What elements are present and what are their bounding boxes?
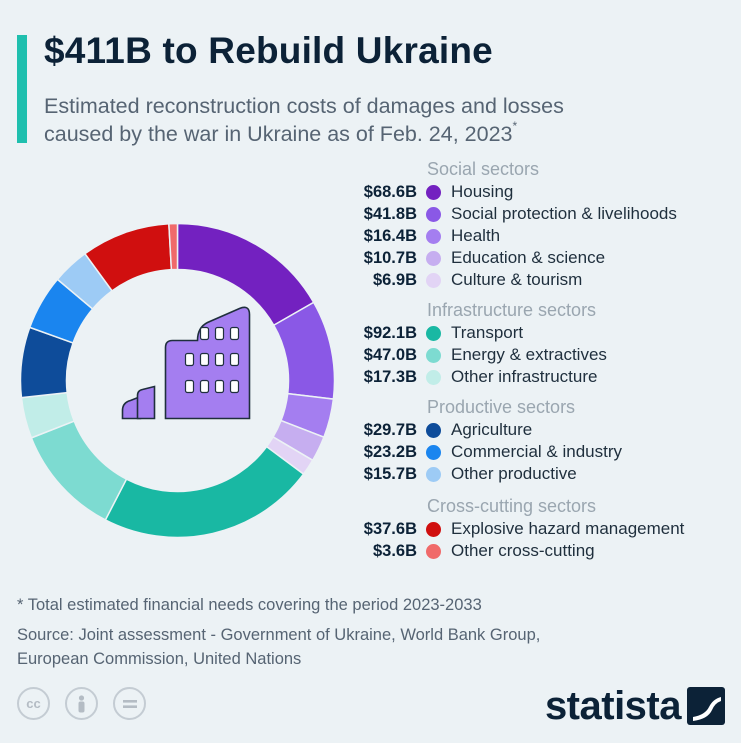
- legend-item: $47.0B Energy & extractives: [340, 344, 740, 366]
- page-title: $411B to Rebuild Ukraine: [44, 30, 493, 71]
- donut-svg: [19, 222, 336, 539]
- legend-label: Other infrastructure: [451, 367, 598, 386]
- source-line-1: Source: Joint assessment - Government of…: [17, 626, 541, 644]
- legend-value: $29.7B: [363, 420, 417, 439]
- statista-wordmark: statista: [544, 684, 682, 728]
- subtitle-line-2: caused by the war in Ukraine as of Feb. …: [44, 120, 724, 148]
- donut-slice: [104, 445, 305, 539]
- legend-swatch: [426, 444, 441, 460]
- legend-label: Social protection & livelihoods: [451, 204, 677, 223]
- legend-label: Other productive: [451, 464, 577, 483]
- legend-gap: [340, 291, 740, 299]
- legend: Social sectors $68.6B Housing $41.8B Social …: [340, 158, 740, 562]
- legend-item: $37.6B Explosive hazard management: [340, 518, 740, 540]
- legend-item: $29.7B Agriculture: [340, 419, 740, 441]
- cc-icon[interactable]: cc: [17, 687, 50, 720]
- attribution-icon[interactable]: [65, 687, 98, 720]
- source: Source: Joint assessment - Government of…: [17, 623, 717, 671]
- legend-label: Commercial & industry: [451, 442, 622, 461]
- legend-swatch: [426, 272, 441, 288]
- subtitle-line-1: Estimated reconstruction costs of damage…: [44, 94, 564, 118]
- legend-swatch: [426, 184, 441, 200]
- legend-item: $68.6B Housing: [340, 181, 740, 203]
- legend-swatch: [426, 422, 441, 438]
- legend-swatch: [426, 543, 441, 559]
- subtitle-footnote-mark: *: [512, 119, 518, 133]
- legend-swatch: [426, 466, 441, 482]
- footnote: * Total estimated financial needs coveri…: [17, 596, 482, 614]
- legend-group-title: Productive sectors: [427, 397, 576, 417]
- legend-item: $3.6B Other cross-cutting: [340, 540, 740, 562]
- legend-swatch: [426, 369, 441, 385]
- legend-item: $41.8B Social protection & livelihoods: [340, 203, 740, 225]
- legend-item: $17.3B Other infrastructure: [340, 366, 740, 388]
- legend-label: Agriculture: [451, 420, 533, 439]
- legend-value: $41.8B: [363, 204, 417, 223]
- legend-value: $68.6B: [363, 182, 417, 201]
- statista-logo[interactable]: statista: [545, 686, 725, 726]
- donut-slices: [19, 222, 336, 539]
- legend-group-title: Infrastructure sectors: [427, 300, 597, 320]
- license-icons: cc: [17, 687, 146, 720]
- legend-swatch: [426, 228, 441, 244]
- title-accent-bar: [17, 35, 27, 143]
- legend-value: $16.4B: [363, 226, 417, 245]
- building-icon: [121, 306, 251, 420]
- legend-label: Culture & tourism: [451, 270, 583, 289]
- legend-value: $15.7B: [363, 464, 417, 483]
- legend-swatch: [426, 325, 441, 341]
- legend-item: $15.7B Other productive: [340, 463, 740, 485]
- legend-value: $17.3B: [363, 367, 417, 386]
- legend-swatch: [426, 250, 441, 266]
- legend-item: $23.2B Commercial & industry: [340, 441, 740, 463]
- legend-swatch: [426, 521, 441, 537]
- legend-value: $23.2B: [363, 442, 417, 461]
- legend-item: $16.4B Health: [340, 225, 740, 247]
- legend-swatch: [426, 347, 441, 363]
- subtitle-line-2-text: caused by the war in Ukraine as of Feb. …: [44, 122, 513, 146]
- legend-item: $92.1B Transport: [340, 322, 740, 344]
- legend-value: $37.6B: [363, 519, 417, 538]
- legend-item: $10.7B Education & science: [340, 247, 740, 269]
- legend-gap: [340, 485, 740, 495]
- legend-value: $3.6B: [372, 541, 417, 560]
- legend-label: Education & science: [451, 248, 606, 267]
- no-derivatives-icon[interactable]: [113, 687, 146, 720]
- legend-value: $6.9B: [372, 270, 417, 289]
- donut-chart: [15, 218, 340, 543]
- source-line-2: European Commission, United Nations: [17, 650, 302, 668]
- legend-group-title: Cross-cutting sectors: [427, 496, 597, 516]
- legend-swatch: [426, 206, 441, 222]
- legend-label: Housing: [451, 182, 514, 201]
- subtitle: Estimated reconstruction costs of damage…: [44, 92, 724, 148]
- legend-value: $92.1B: [363, 323, 417, 342]
- donut-slice: [168, 222, 179, 271]
- legend-value: $10.7B: [363, 248, 417, 267]
- legend-gap: [340, 388, 740, 396]
- legend-label: Explosive hazard management: [451, 519, 685, 538]
- legend-label: Energy & extractives: [451, 345, 607, 364]
- legend-label: Transport: [451, 323, 524, 342]
- legend-group-title: Social sectors: [427, 159, 540, 179]
- statista-logo-icon: [687, 687, 725, 725]
- legend-value: $47.0B: [363, 345, 417, 364]
- legend-item: $6.9B Culture & tourism: [340, 269, 740, 291]
- legend-label: Health: [451, 226, 501, 245]
- legend-label: Other cross-cutting: [451, 541, 595, 560]
- donut-slice: [30, 420, 128, 521]
